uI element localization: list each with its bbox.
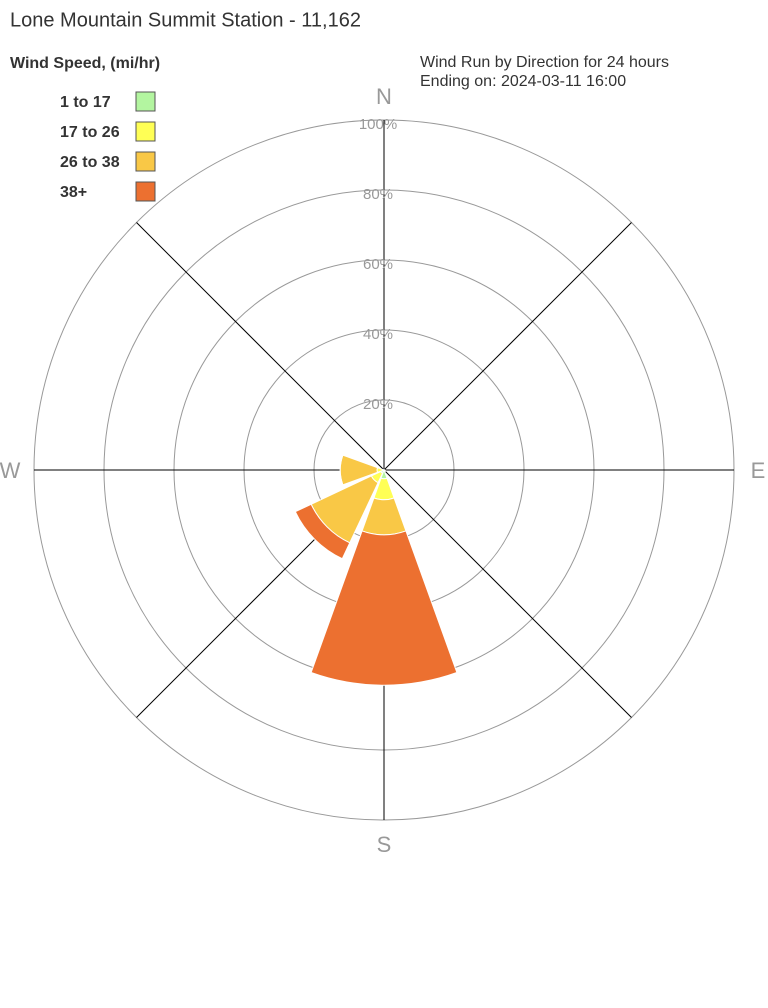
direction-label: E <box>751 458 766 483</box>
r-tick-label: 40% <box>363 326 393 343</box>
chart-title: Lone Mountain Summit Station - 11,162 <box>10 9 361 31</box>
direction-label: W <box>0 458 21 483</box>
wedge <box>310 530 458 686</box>
r-tick-label: 100% <box>359 116 397 133</box>
subtitle: Wind Run by Direction for 24 hours <box>420 54 669 71</box>
labels: 20% 40% 60% 80% 100% N E S W <box>0 84 765 857</box>
legend-label: 38+ <box>60 184 87 201</box>
legend-swatch <box>135 151 156 172</box>
wedge <box>294 503 351 560</box>
wedges <box>294 454 458 686</box>
legend-label: 17 to 26 <box>60 124 120 141</box>
spoke <box>383 222 632 471</box>
legend-label: 1 to 17 <box>60 94 111 111</box>
legend-swatch <box>135 121 156 142</box>
wedge <box>384 470 387 473</box>
spoke <box>383 469 632 718</box>
direction-label: S <box>377 832 392 857</box>
direction-label: N <box>376 84 392 109</box>
r-tick-label: 20% <box>363 396 393 413</box>
legend-swatch <box>135 91 156 112</box>
spoke <box>136 222 385 471</box>
legend-label: 26 to 38 <box>60 154 120 171</box>
legend: 1 to 17 17 to 26 26 to 38 38+ <box>60 91 156 202</box>
r-tick-label: 60% <box>363 256 393 273</box>
legend-swatch <box>135 181 156 202</box>
subtitle: Ending on: 2024-03-11 16:00 <box>420 73 626 90</box>
r-tick-label: 80% <box>363 186 393 203</box>
legend-title: Wind Speed, (mi/hr) <box>10 55 160 72</box>
